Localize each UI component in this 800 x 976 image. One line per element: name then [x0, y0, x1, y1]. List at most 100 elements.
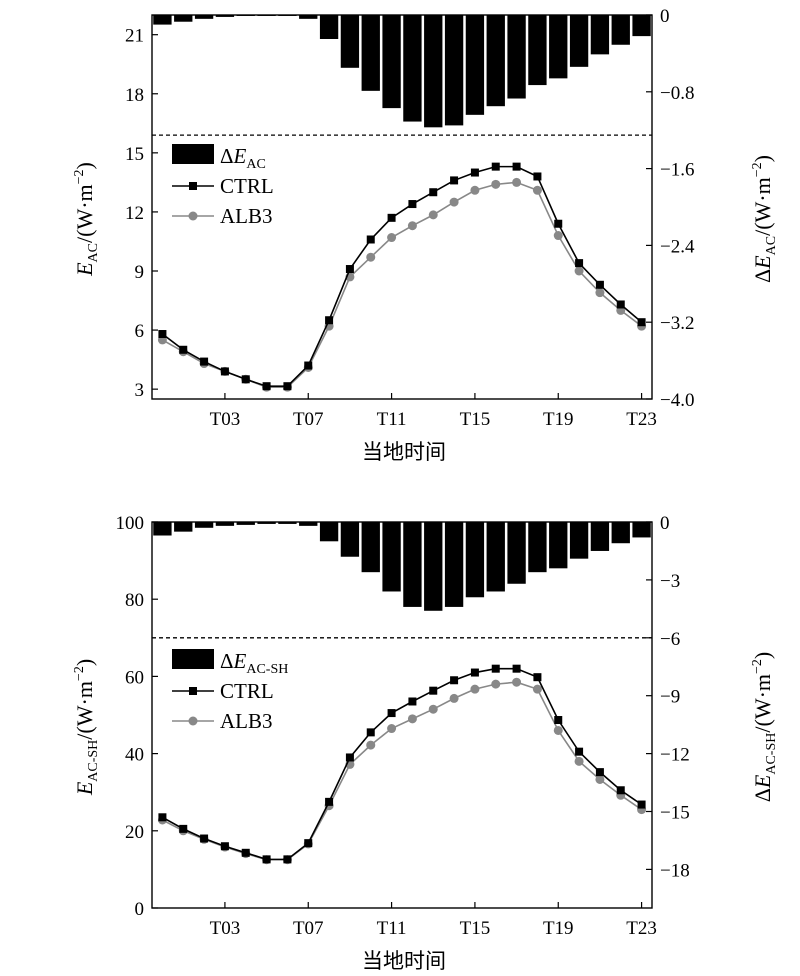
- delta-bar: [215, 522, 235, 526]
- alb3-point: [449, 693, 459, 703]
- ctrl-line: [161, 165, 643, 388]
- delta-bar: [403, 522, 422, 607]
- delta-bar: [507, 522, 526, 584]
- alb3-point: [387, 233, 397, 243]
- delta-bar: [528, 522, 547, 573]
- ctrl-point: [450, 176, 459, 185]
- chart-panel-1: 3 6 9 12 15 18 21 0 −0.8 −1.6 −2.4 −3.2 −4.0 T03 T07 T1…: [72, 6, 779, 464]
- alb3-point: [407, 714, 417, 724]
- x-tick-label: T23: [626, 918, 657, 939]
- ctrl-point: [304, 839, 313, 848]
- delta-bar: [361, 15, 380, 91]
- left-tick-label: 21: [125, 26, 144, 47]
- alb3-point: [574, 266, 584, 276]
- right-tick-label: −4.0: [660, 390, 694, 411]
- delta-bar: [569, 522, 589, 559]
- delta-bar: [382, 522, 401, 592]
- ctrl-point: [470, 668, 479, 677]
- x-tick-label: T07: [293, 409, 324, 430]
- x-axis-title: 当地时间: [362, 949, 446, 973]
- ctrl-point: [533, 673, 542, 682]
- delta-bar: [424, 15, 443, 128]
- delta-bar: [465, 15, 485, 115]
- delta-bar: [382, 15, 401, 109]
- delta-bar: [549, 15, 568, 79]
- delta-bar: [590, 15, 610, 55]
- alb3-point: [449, 197, 459, 207]
- left-tick-label: 80: [125, 590, 144, 611]
- delta-bar: [611, 522, 630, 544]
- delta-bar: [549, 522, 568, 569]
- delta-bar: [424, 522, 443, 611]
- delta-bar: [319, 522, 339, 542]
- x-tick-label: T03: [210, 409, 241, 430]
- right-tick-label: 0: [660, 6, 670, 27]
- ctrl-point: [366, 235, 375, 244]
- right-tick-label: 0: [660, 513, 670, 534]
- delta-bar: [486, 15, 505, 107]
- alb3-point: [553, 725, 563, 735]
- delta-bar: [236, 522, 255, 525]
- delta-bar: [611, 15, 630, 45]
- alb3-point: [595, 774, 605, 784]
- delta-bar: [507, 15, 526, 99]
- ctrl-point: [512, 664, 521, 673]
- right-tick-label: −18: [660, 860, 690, 881]
- ctrl-point: [345, 753, 354, 762]
- left-tick-label: 15: [125, 144, 144, 165]
- right-tick-label: −15: [660, 803, 690, 824]
- left-axis-title: EAC-SH/(W·m−2): [72, 659, 101, 796]
- ctrl-point: [575, 259, 584, 268]
- delta-bar: [444, 522, 464, 607]
- delta-bar: [465, 522, 485, 598]
- ctrl-point: [158, 330, 167, 339]
- delta-bar: [486, 522, 505, 592]
- ctrl-point: [241, 375, 250, 384]
- legend-delta-label: ΔEAC-SH: [220, 649, 288, 677]
- delta-bar: [340, 522, 360, 557]
- alb3-point: [470, 185, 480, 195]
- x-tick-label: T15: [460, 409, 491, 430]
- delta-bar: [632, 522, 651, 538]
- right-tick-label: −12: [660, 745, 690, 766]
- delta-bar: [153, 522, 172, 536]
- right-tick-label: −2.4: [660, 236, 695, 257]
- delta-bar: [403, 15, 422, 122]
- legend-ctrl-label: CTRL: [220, 679, 274, 703]
- ctrl-point: [304, 361, 313, 370]
- ctrl-point: [366, 728, 375, 737]
- left-tick-label: 60: [125, 667, 144, 688]
- alb3-point: [532, 684, 542, 694]
- alb3-point: [470, 684, 480, 694]
- ctrl-point: [616, 786, 625, 795]
- ctrl-point: [595, 280, 604, 289]
- plot-frame: [151, 521, 653, 909]
- x-tick-label: T11: [377, 409, 407, 430]
- right-tick-label: −6: [660, 629, 680, 650]
- legend-alb3-marker: [188, 716, 198, 726]
- delta-bar: [361, 522, 380, 573]
- left-tick-label: 6: [135, 321, 145, 342]
- delta-bar: [278, 522, 297, 524]
- right-tick-label: −0.8: [660, 83, 694, 104]
- ctrl-point: [179, 824, 188, 833]
- alb3-point: [428, 704, 438, 714]
- x-tick-label: T03: [210, 918, 241, 939]
- delta-bar: [174, 522, 193, 532]
- legend-ctrl-label: CTRL: [220, 174, 274, 198]
- left-tick-label: 9: [135, 262, 145, 283]
- right-axis-title: ΔEAC/(W·m−2): [750, 155, 779, 283]
- delta-bar: [257, 522, 276, 524]
- ctrl-point: [575, 747, 584, 756]
- legend-delta-label: ΔEAC: [220, 144, 266, 172]
- ctrl-point: [554, 219, 563, 228]
- ctrl-point: [554, 716, 563, 725]
- left-tick-label: 0: [135, 899, 145, 920]
- left-axis-title: EAC/(W·m−2): [72, 162, 101, 277]
- delta-bar: [299, 522, 318, 526]
- ctrl-point: [325, 316, 334, 325]
- left-tick-label: 20: [125, 822, 144, 843]
- ctrl-point: [220, 842, 229, 851]
- ctrl-point: [533, 172, 542, 181]
